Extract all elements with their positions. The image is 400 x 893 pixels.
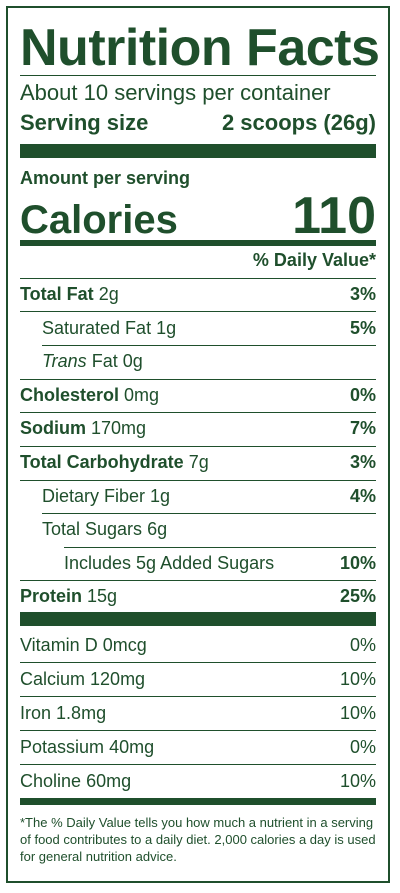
serving-size-row: Serving size 2 scoops (26g) [20, 110, 376, 136]
nutrient-row-protein: Protein 15g 25% [20, 586, 376, 607]
amount-per-serving-text: Amount per serving [20, 168, 191, 188]
nutrient-row-added-sugars: Includes 5g Added Sugars 10% [20, 553, 376, 574]
nutrient-amount: 1g [156, 318, 177, 338]
nutrient-name: Total Carbohydrate [20, 452, 184, 472]
servings-text: About 10 servings per container [20, 80, 331, 105]
vitamin-name: Vitamin D [20, 635, 98, 655]
medium-divider [20, 240, 376, 246]
servings-per-container: About 10 servings per container [20, 80, 376, 106]
nutrient-name: Cholesterol [20, 385, 120, 405]
vitamin-amount: 1.8mg [56, 703, 107, 723]
nutrient-row-sodium: Sodium 170mg 7% [20, 418, 376, 439]
footnote: *The % Daily Value tells you how much a … [20, 815, 376, 864]
vitamin-name: Potassium [20, 737, 105, 757]
vitamin-dv: 10% [339, 703, 376, 723]
nutrient-amount: 2g [98, 284, 119, 304]
nutrient-amount: 0mg [124, 385, 160, 405]
amount-per-serving: Amount per serving [20, 168, 376, 189]
nutrient-amount: 170mg [91, 418, 147, 438]
nutrient-dv: 7% [349, 418, 376, 438]
thick-divider [20, 144, 376, 158]
divider [20, 278, 376, 279]
divider [20, 662, 376, 663]
serving-size-label: Serving size [20, 110, 149, 135]
nutrient-name: Sodium [20, 418, 86, 438]
nutrient-name-suffix: Fat [91, 351, 118, 371]
vitamin-name: Choline [20, 771, 82, 791]
thick-divider [20, 612, 376, 626]
divider [20, 480, 376, 481]
vitamin-dv: 10% [339, 771, 376, 791]
nutrient-dv: 3% [349, 284, 376, 304]
divider [20, 696, 376, 697]
nutrient-name: Trans [42, 351, 87, 371]
vitamin-row-potassium: Potassium 40mg 0% [20, 737, 376, 758]
nutrient-row-cholesterol: Cholesterol 0mg 0% [20, 385, 376, 406]
vitamin-name: Iron [20, 703, 52, 723]
nutrient-row-dietary-fiber: Dietary Fiber 1g 4% [20, 486, 376, 507]
nutrient-dv: 0% [349, 385, 376, 405]
divider [20, 75, 376, 76]
serving-size-value: 2 scoops (26g) [221, 110, 376, 135]
vitamin-amount: 60mg [86, 771, 132, 791]
divider [20, 764, 376, 765]
daily-value-header-text: % Daily Value* [252, 250, 376, 270]
calories-label: Calories [20, 198, 178, 242]
medium-divider [20, 798, 376, 805]
vitamin-dv: 10% [339, 669, 376, 689]
nutrient-name: Includes 5g Added Sugars [64, 553, 275, 573]
nutrient-name: Dietary Fiber [42, 486, 146, 506]
nutrient-row-total-fat: Total Fat 2g 3% [20, 284, 376, 305]
divider [64, 547, 376, 548]
vitamin-amount: 120mg [90, 669, 146, 689]
divider [20, 379, 376, 380]
nutrient-row-trans-fat: Trans Fat 0g [20, 351, 376, 372]
vitamin-row-vitamin-d: Vitamin D 0mcg 0% [20, 635, 376, 656]
divider [20, 412, 376, 413]
divider [42, 345, 376, 346]
nutrient-row-saturated-fat: Saturated Fat 1g 5% [20, 318, 376, 339]
divider [20, 446, 376, 447]
vitamin-amount: 40mg [109, 737, 155, 757]
nutrient-name: Protein [20, 586, 83, 606]
calories-value: 110 [292, 187, 376, 245]
nutrient-dv: 3% [349, 452, 376, 472]
nutrient-dv: 25% [339, 586, 376, 606]
nutrient-amount: 0g [122, 351, 143, 371]
vitamin-name: Calcium [20, 669, 86, 689]
vitamin-dv: 0% [349, 635, 376, 655]
nutrient-name: Saturated Fat [42, 318, 152, 338]
divider [20, 580, 376, 581]
nutrient-name: Total Fat [20, 284, 94, 304]
nutrient-amount: 6g [147, 519, 168, 539]
label-title: Nutrition Facts [20, 19, 380, 77]
nutrient-name: Total Sugars [42, 519, 143, 539]
nutrition-facts-label: Nutrition Facts About 10 servings per co… [6, 6, 390, 883]
nutrient-amount: 15g [87, 586, 118, 606]
daily-value-header: % Daily Value* [20, 250, 376, 271]
divider [20, 311, 376, 312]
divider [42, 513, 376, 514]
divider [20, 730, 376, 731]
nutrient-row-total-carbohydrate: Total Carbohydrate 7g 3% [20, 452, 376, 473]
vitamin-row-choline: Choline 60mg 10% [20, 771, 376, 792]
vitamin-amount: 0mcg [102, 635, 147, 655]
nutrient-row-total-sugars: Total Sugars 6g [20, 519, 376, 540]
nutrient-amount: 7g [188, 452, 209, 472]
nutrient-amount: 1g [150, 486, 171, 506]
vitamin-row-calcium: Calcium 120mg 10% [20, 669, 376, 690]
nutrient-dv: 5% [349, 318, 376, 338]
calories-row: Calories 110 [20, 186, 376, 246]
nutrient-dv: 10% [339, 553, 376, 573]
vitamin-dv: 0% [349, 737, 376, 757]
vitamin-row-iron: Iron 1.8mg 10% [20, 703, 376, 724]
nutrient-dv: 4% [349, 486, 376, 506]
